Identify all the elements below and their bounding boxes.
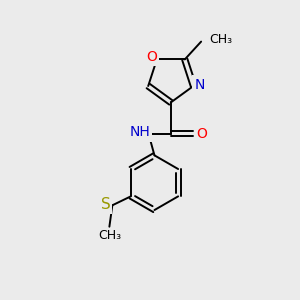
Text: N: N: [194, 77, 205, 92]
Text: O: O: [196, 127, 207, 141]
Text: CH₃: CH₃: [209, 33, 232, 46]
Text: O: O: [146, 50, 157, 64]
Text: NH: NH: [129, 125, 150, 140]
Text: S: S: [101, 197, 111, 212]
Text: CH₃: CH₃: [98, 229, 121, 242]
